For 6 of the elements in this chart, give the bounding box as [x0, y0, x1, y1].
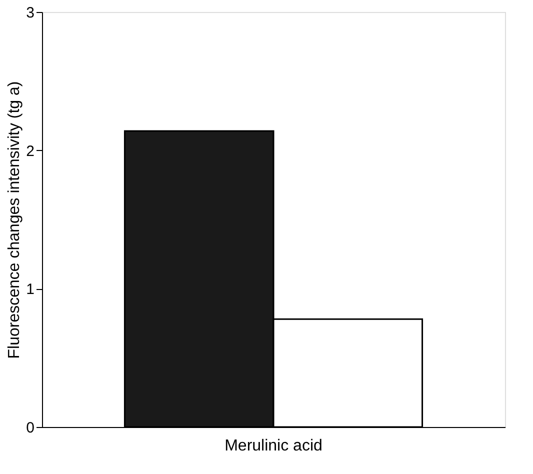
y-axis-title: Fluorescence changes intensivity (tg a): [6, 81, 24, 359]
y-tick-label: 1: [26, 281, 34, 298]
y-tick-label: 0: [26, 420, 34, 436]
y-tick-label: 3: [26, 4, 34, 22]
x-tick-label: Merulinic acid: [224, 438, 322, 454]
y-tick-label: 2: [26, 142, 34, 160]
